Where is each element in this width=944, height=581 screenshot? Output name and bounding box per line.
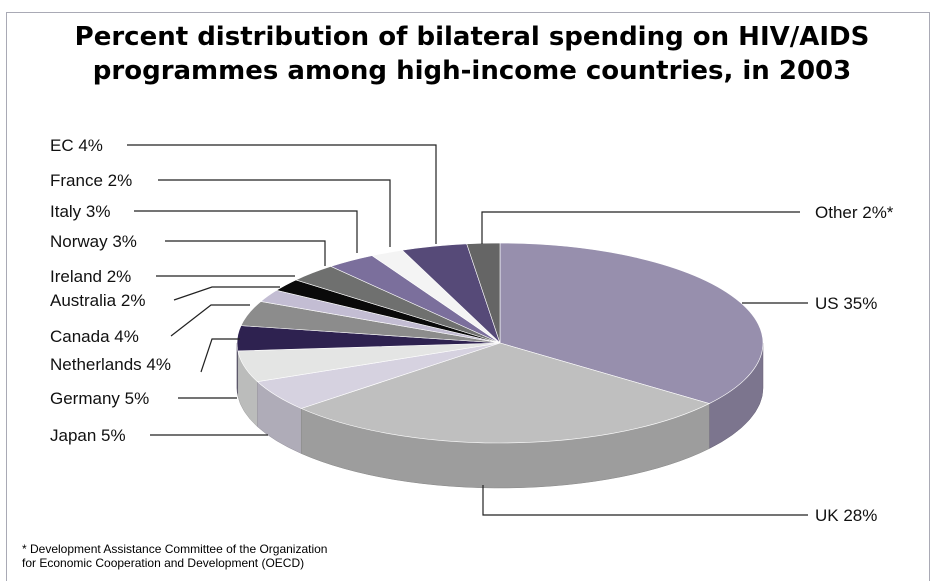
leader-line-france (158, 179, 391, 247)
leader-line-australia (173, 286, 280, 301)
chart-title-line2: programmes among high-income countries, … (92, 56, 852, 86)
label-germany: Germany 5% (50, 389, 149, 408)
leader-line-canada (170, 304, 250, 337)
slice-labels: EC 4% France 2% Italy 3% Norway 3% Irela… (50, 136, 894, 525)
label-us: US 35% (815, 294, 877, 313)
leader-line-other (481, 211, 800, 244)
label-other: Other 2%* (815, 203, 894, 222)
label-ireland: Ireland 2% (50, 267, 131, 286)
leader-line-uk (482, 485, 808, 516)
label-france: France 2% (50, 171, 132, 190)
pie-slice-other (466, 242, 501, 344)
label-norway: Norway 3% (50, 232, 137, 251)
leader-line-netherlands (200, 338, 240, 373)
label-japan: Japan 5% (50, 426, 126, 445)
label-australia: Australia 2% (50, 291, 145, 310)
footnote-line2: for Economic Cooperation and Development… (22, 556, 305, 570)
label-netherlands: Netherlands 4% (50, 355, 171, 374)
label-italy: Italy 3% (50, 202, 110, 221)
leader-line-norway (165, 240, 326, 266)
label-canada: Canada 4% (50, 327, 139, 346)
chart-title-line1: Percent distribution of bilateral spendi… (74, 22, 870, 52)
footnote: * Development Assistance Committee of th… (22, 542, 327, 570)
label-ec: EC 4% (50, 136, 103, 155)
leader-line-italy (134, 210, 358, 253)
leader-line-ec (127, 144, 437, 244)
chart-title: Percent distribution of bilateral spendi… (0, 20, 944, 88)
label-uk: UK 28% (815, 506, 877, 525)
leader-lines (127, 144, 808, 516)
pie-slice-us (499, 242, 764, 404)
pie-slice-uk (300, 342, 711, 444)
pie-layer (236, 242, 764, 489)
footnote-line1: * Development Assistance Committee of th… (22, 542, 328, 556)
